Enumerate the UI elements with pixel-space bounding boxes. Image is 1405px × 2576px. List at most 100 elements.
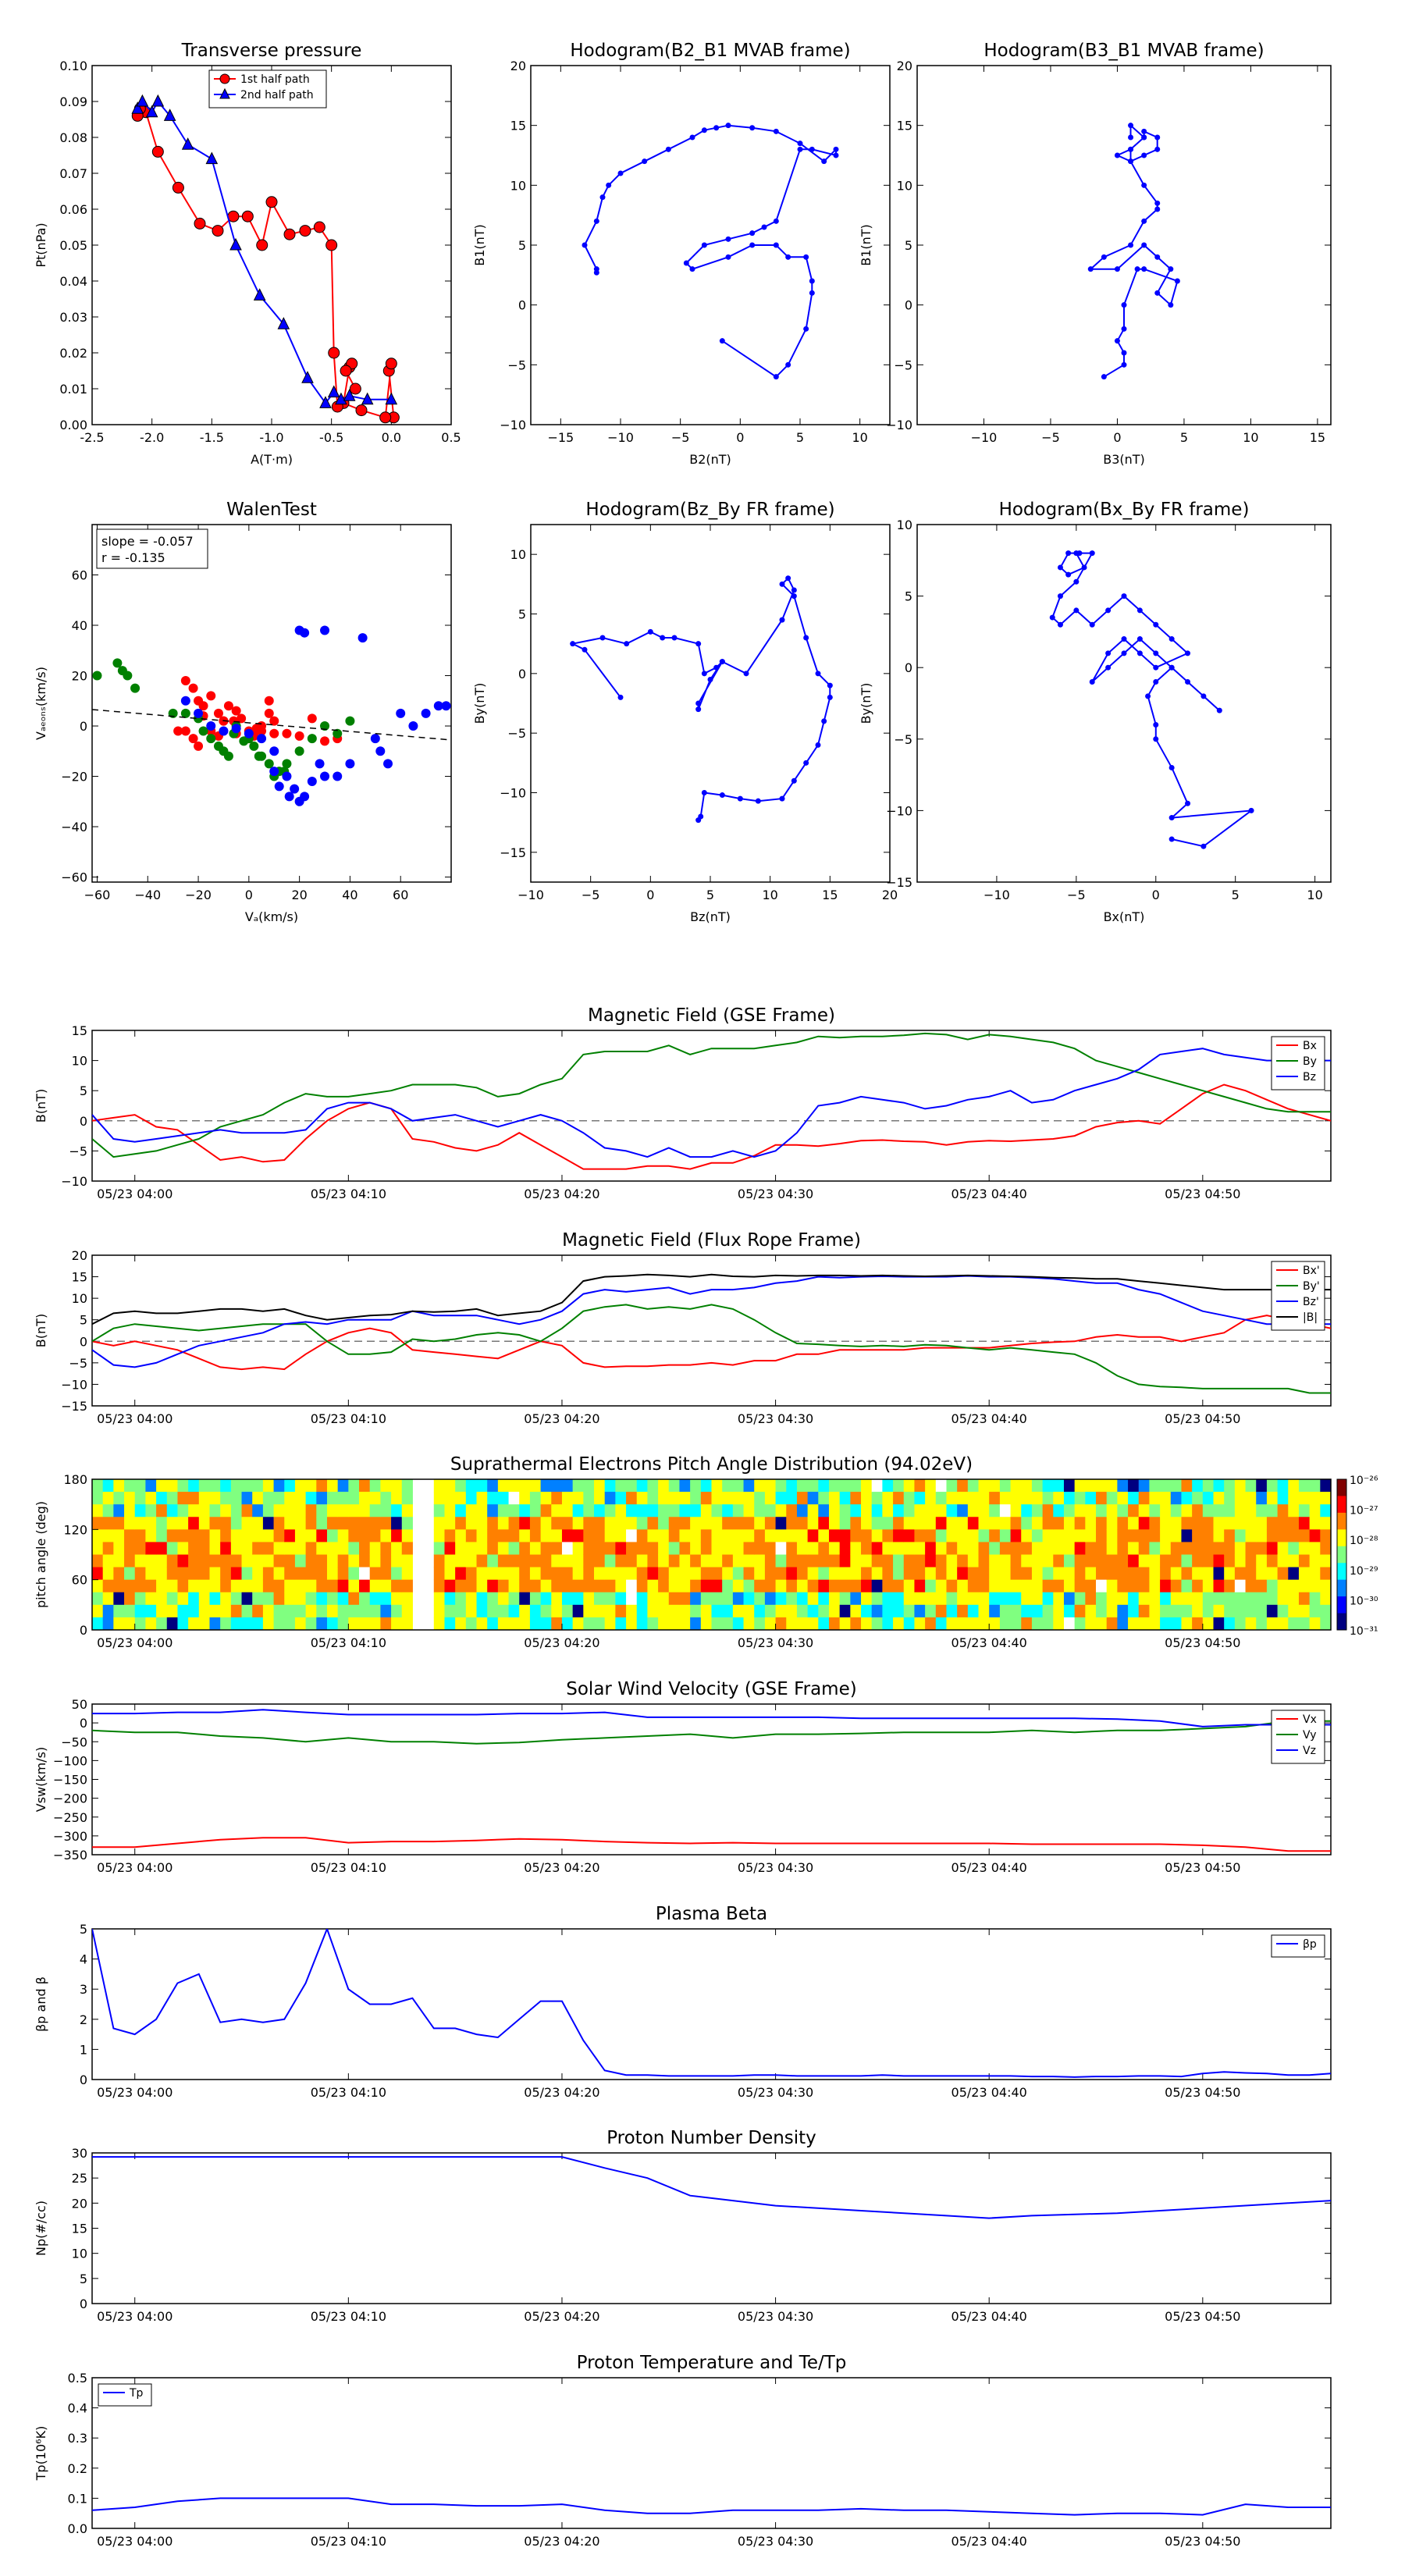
series-0-point bbox=[833, 152, 839, 158]
heatmap-cell bbox=[946, 1517, 958, 1530]
x-tick-label: −10 bbox=[518, 888, 544, 902]
solar_wind_velocity-panel: Solar Wind Velocity (GSE Frame)−350−300−… bbox=[34, 1679, 1332, 1875]
heatmap-cell bbox=[1288, 1554, 1300, 1568]
heatmap-cell bbox=[1234, 1504, 1247, 1517]
heatmap-cell bbox=[1074, 1542, 1086, 1555]
heatmap-cell bbox=[92, 1504, 104, 1517]
heatmap-cell bbox=[1128, 1517, 1140, 1530]
heatmap-cell bbox=[380, 1517, 392, 1530]
heatmap-cell bbox=[359, 1567, 371, 1581]
heatmap-cell bbox=[1010, 1554, 1022, 1568]
series-0-point bbox=[349, 382, 361, 395]
heatmap-cell bbox=[861, 1604, 873, 1618]
heatmap-cell bbox=[743, 1504, 755, 1517]
heatmap-cell bbox=[871, 1529, 883, 1542]
heatmap-cell bbox=[1106, 1567, 1118, 1581]
heatmap-cell bbox=[967, 1504, 980, 1517]
series-0-point bbox=[809, 278, 815, 284]
series-0-point bbox=[1121, 361, 1127, 368]
heatmap-cell bbox=[177, 1517, 189, 1530]
heatmap-cell bbox=[786, 1579, 798, 1593]
heatmap-cell bbox=[679, 1617, 691, 1631]
heatmap-cell bbox=[145, 1542, 157, 1555]
heatmap-cell bbox=[636, 1554, 648, 1568]
heatmap-cell bbox=[754, 1517, 766, 1530]
heatmap-cell bbox=[903, 1567, 915, 1581]
scatter-point bbox=[231, 724, 241, 734]
heatmap-cell bbox=[198, 1542, 210, 1555]
series-0-point bbox=[695, 817, 702, 824]
heatmap-cell bbox=[497, 1579, 510, 1593]
y-axis-label: pitch angle (deg) bbox=[34, 1501, 48, 1608]
series-0-point bbox=[1141, 266, 1147, 272]
scatter-point bbox=[294, 731, 304, 741]
heatmap-cell bbox=[1042, 1579, 1054, 1593]
heatmap-cell bbox=[1309, 1492, 1321, 1505]
heatmap-cell bbox=[978, 1542, 990, 1555]
heatmap-cell bbox=[828, 1479, 841, 1493]
heatmap-cell bbox=[551, 1529, 563, 1542]
series-0-point bbox=[773, 374, 779, 380]
heatmap-cell bbox=[241, 1529, 253, 1542]
heatmap-cell bbox=[818, 1542, 830, 1555]
series-0-point bbox=[701, 671, 707, 677]
series-0-point bbox=[1174, 278, 1180, 284]
series-0-point bbox=[355, 404, 368, 417]
heatmap-cell bbox=[401, 1492, 413, 1505]
heatmap-cell bbox=[1298, 1554, 1311, 1568]
heatmap-cell bbox=[925, 1592, 937, 1606]
x-axis-label: B3(nT) bbox=[1103, 452, 1145, 467]
heatmap-cell bbox=[1021, 1567, 1033, 1581]
heatmap-cell bbox=[337, 1604, 349, 1618]
heatmap-cell bbox=[294, 1542, 307, 1555]
heatmap-cell bbox=[1256, 1554, 1268, 1568]
x-axis-label: Bx(nT) bbox=[1104, 909, 1145, 924]
heatmap-cell bbox=[839, 1479, 851, 1493]
heatmap-cell bbox=[839, 1554, 851, 1568]
heatmap-cell bbox=[626, 1529, 638, 1542]
heatmap-cell bbox=[337, 1617, 349, 1631]
heatmap-cell bbox=[316, 1604, 328, 1618]
heatmap-cell bbox=[882, 1504, 894, 1517]
heatmap-cell bbox=[529, 1604, 542, 1618]
y-tick-label: −40 bbox=[61, 820, 87, 834]
x-tick-label: 05/23 04:00 bbox=[97, 1635, 173, 1650]
heatmap-cell bbox=[1320, 1579, 1332, 1593]
heatmap-cell bbox=[732, 1479, 745, 1493]
heatmap-cell bbox=[594, 1604, 606, 1618]
heatmap-cell bbox=[1192, 1479, 1204, 1493]
heatmap-cell bbox=[1149, 1504, 1161, 1517]
heatmap-cell bbox=[1074, 1567, 1086, 1581]
annotation-frame bbox=[96, 528, 208, 569]
heatmap-cell bbox=[807, 1529, 819, 1542]
heatmap-cell bbox=[465, 1579, 478, 1593]
heatmap-cell bbox=[1277, 1542, 1289, 1555]
heatmap-cell bbox=[252, 1542, 264, 1555]
heatmap-cell bbox=[156, 1592, 168, 1606]
x-tick-label: 05/23 04:00 bbox=[97, 1411, 173, 1426]
x-tick-label: −40 bbox=[134, 888, 161, 902]
plot-frame bbox=[91, 1030, 1332, 1182]
heatmap-cell bbox=[476, 1617, 488, 1631]
heatmap-cell bbox=[647, 1567, 659, 1581]
heatmap-cell bbox=[999, 1479, 1012, 1493]
heatmap-cell bbox=[188, 1529, 200, 1542]
heatmap-cell bbox=[839, 1617, 851, 1631]
heatmap-cell bbox=[957, 1554, 969, 1568]
chart-title: Proton Temperature and Te/Tp bbox=[577, 2353, 847, 2373]
heatmap-cell bbox=[764, 1542, 777, 1555]
heatmap-cell bbox=[850, 1604, 862, 1618]
heatmap-cell bbox=[380, 1617, 392, 1631]
heatmap-cell bbox=[337, 1567, 349, 1581]
series-0-point bbox=[1153, 679, 1159, 685]
y-tick-label: 60 bbox=[72, 1573, 87, 1588]
heatmap-cell bbox=[1063, 1554, 1076, 1568]
heatmap-cell bbox=[444, 1579, 456, 1593]
heatmap-cell bbox=[124, 1567, 136, 1581]
heatmap-cell bbox=[326, 1554, 339, 1568]
heatmap-cell bbox=[284, 1592, 296, 1606]
series-0-point bbox=[749, 125, 756, 131]
heatmap-cell bbox=[925, 1567, 937, 1581]
